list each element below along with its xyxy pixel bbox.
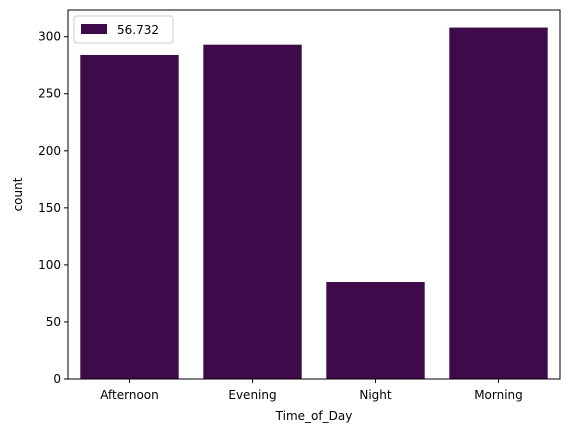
y-tick-label: 200 <box>38 144 61 158</box>
legend-box <box>73 15 174 44</box>
y-tick-label: 100 <box>38 258 61 272</box>
x-tick-label: Night <box>359 388 392 402</box>
y-axis-label: count <box>11 177 25 211</box>
y-axis-ticks: 0 50 100 150 200 250 300 <box>38 30 68 386</box>
bar-night <box>326 282 425 379</box>
x-axis-label: Time_of_Day <box>275 409 353 423</box>
y-tick-label: 250 <box>38 87 61 101</box>
x-tick-label: Evening <box>228 388 276 402</box>
y-tick-label: 300 <box>38 30 61 44</box>
bar-afternoon <box>80 54 179 379</box>
legend-swatch <box>81 24 107 34</box>
legend-entry-label: 56.732 <box>117 23 159 37</box>
plot-frame <box>67 9 561 380</box>
bars-group <box>80 27 548 379</box>
y-tick-label: 0 <box>53 372 61 386</box>
x-tick-label: Morning <box>474 388 523 402</box>
x-tick-label: Afternoon <box>100 388 159 402</box>
bar-evening <box>203 44 302 379</box>
y-tick-label: 50 <box>46 315 61 329</box>
y-tick-label: 150 <box>38 201 61 215</box>
bar-morning <box>449 27 548 379</box>
legend: 56.732 <box>73 15 174 44</box>
x-axis-ticks: Afternoon Evening Night Morning <box>100 379 523 402</box>
